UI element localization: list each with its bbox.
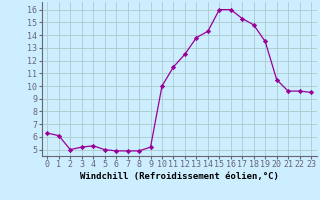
X-axis label: Windchill (Refroidissement éolien,°C): Windchill (Refroidissement éolien,°C) — [80, 172, 279, 181]
